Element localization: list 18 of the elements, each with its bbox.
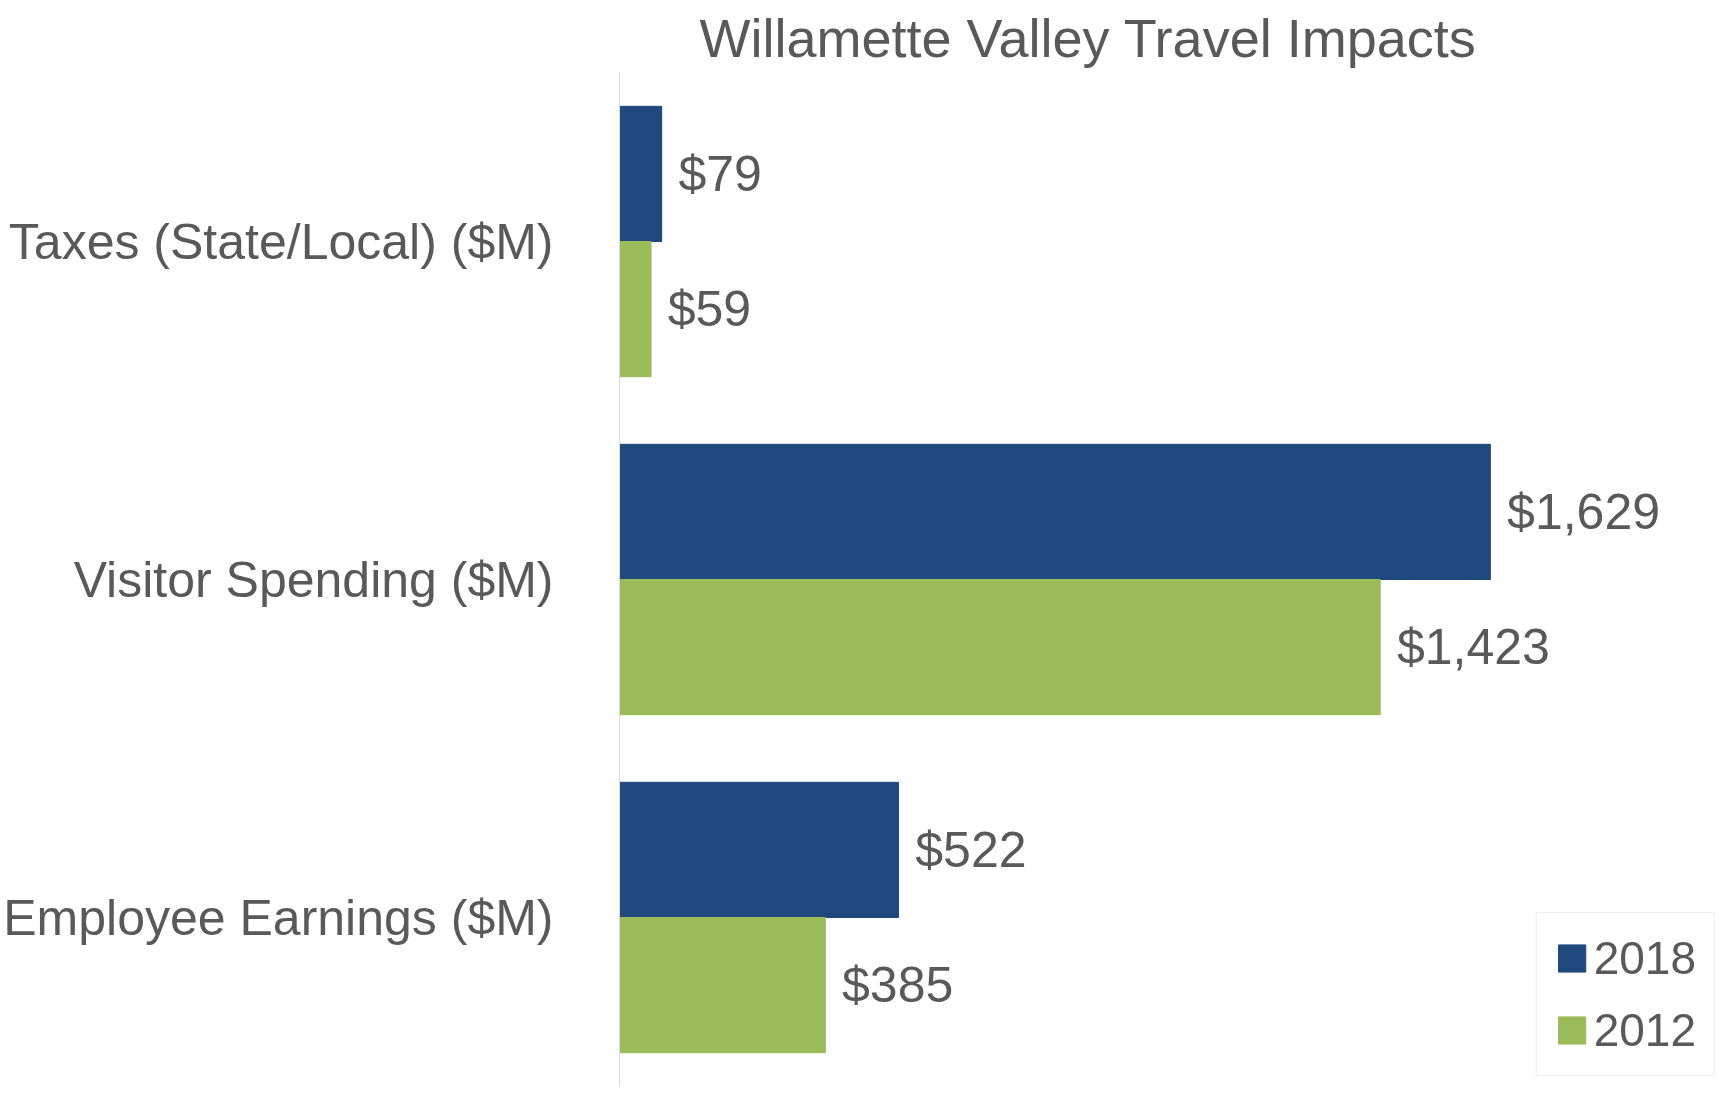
data-label: $1,423	[1396, 619, 1550, 676]
y-tick-label: Employee Earnings ($M)	[3, 889, 554, 946]
chart-title: Willamette Valley Travel Impacts	[699, 7, 1476, 68]
data-label: $79	[678, 145, 762, 202]
y-tick-label: Visitor Spending ($M)	[73, 551, 554, 608]
bar	[619, 105, 663, 242]
data-label: $1,629	[1507, 483, 1661, 540]
data-label: $59	[667, 281, 752, 338]
bar	[619, 443, 1491, 580]
bar	[619, 241, 652, 378]
data-label: $522	[915, 821, 1027, 878]
legend-label: 2018	[1593, 931, 1696, 985]
legend-label: 2012	[1593, 1003, 1696, 1057]
bar	[619, 781, 900, 918]
data-label: $385	[842, 957, 954, 1014]
bar	[619, 579, 1381, 716]
y-tick-label: Taxes (State/Local) ($M)	[8, 213, 554, 270]
bar	[619, 917, 826, 1054]
